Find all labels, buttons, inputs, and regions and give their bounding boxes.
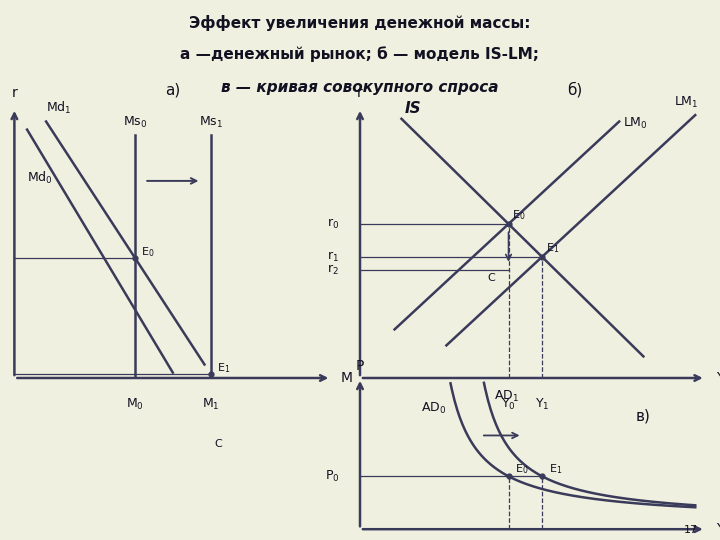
Text: M$_1$: M$_1$ xyxy=(202,397,220,412)
Text: E$_1$: E$_1$ xyxy=(546,241,559,255)
Text: AD$_1$: AD$_1$ xyxy=(494,389,519,404)
Text: IS: IS xyxy=(405,101,421,116)
Text: r$_0$: r$_0$ xyxy=(327,217,339,231)
Text: Y: Y xyxy=(716,522,720,536)
Text: C: C xyxy=(487,273,495,283)
Text: E$_0$: E$_0$ xyxy=(141,245,155,259)
Text: E$_1$: E$_1$ xyxy=(217,361,230,375)
Text: в): в) xyxy=(636,408,651,423)
Text: б): б) xyxy=(567,82,582,97)
Text: r$_2$: r$_2$ xyxy=(328,263,339,277)
Text: E$_1$: E$_1$ xyxy=(549,462,562,476)
Text: в — кривая совокупного спроса: в — кривая совокупного спроса xyxy=(221,80,499,94)
Text: r: r xyxy=(12,86,17,100)
Text: а): а) xyxy=(165,82,181,97)
Text: LM$_0$: LM$_0$ xyxy=(623,116,647,131)
Text: Эффект увеличения денежной массы:: Эффект увеличения денежной массы: xyxy=(189,15,531,31)
Text: M$_0$: M$_0$ xyxy=(126,397,144,412)
Text: Y$_0$: Y$_0$ xyxy=(501,397,516,412)
Text: P$_0$: P$_0$ xyxy=(325,469,339,484)
Text: Y$_1$: Y$_1$ xyxy=(535,397,549,412)
Text: r: r xyxy=(357,86,363,100)
Text: Y: Y xyxy=(716,371,720,385)
Text: 17: 17 xyxy=(684,524,698,535)
Text: E$_0$: E$_0$ xyxy=(516,462,529,476)
Text: AD$_0$: AD$_0$ xyxy=(421,401,446,416)
Text: E$_0$: E$_0$ xyxy=(512,208,526,222)
Text: M: M xyxy=(341,371,353,385)
Text: C: C xyxy=(214,438,222,449)
Text: P: P xyxy=(356,360,364,374)
Text: Md$_0$: Md$_0$ xyxy=(27,170,53,186)
Text: Ms$_1$: Ms$_1$ xyxy=(199,114,223,130)
Text: LM$_1$: LM$_1$ xyxy=(674,94,698,110)
Text: а —денежный рынок; б — модель IS-LM;: а —денежный рынок; б — модель IS-LM; xyxy=(181,46,539,63)
Text: r$_1$: r$_1$ xyxy=(328,250,339,264)
Text: Md$_1$: Md$_1$ xyxy=(46,100,72,116)
Text: Ms$_0$: Ms$_0$ xyxy=(122,114,147,130)
